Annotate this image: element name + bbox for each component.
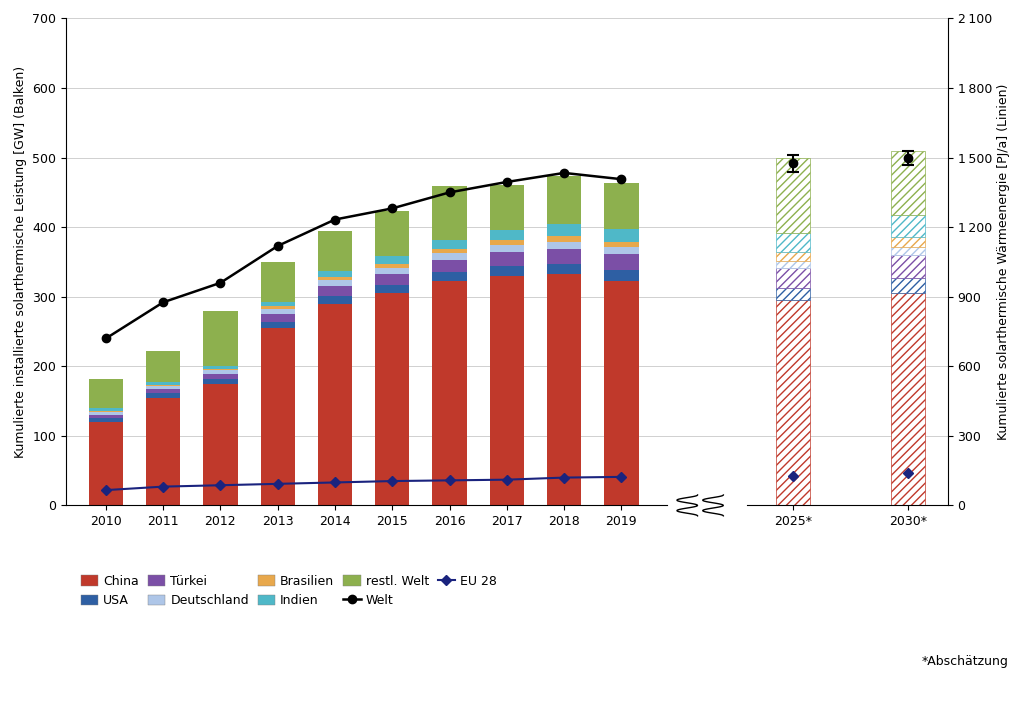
Bar xyxy=(375,264,410,268)
Bar xyxy=(146,385,180,387)
Bar xyxy=(489,230,524,240)
Bar xyxy=(89,412,123,415)
Bar xyxy=(776,232,810,252)
Bar xyxy=(604,248,639,254)
Bar xyxy=(547,264,582,274)
Bar xyxy=(891,278,925,293)
Bar xyxy=(375,293,410,505)
Bar xyxy=(317,277,352,280)
Bar xyxy=(317,286,352,296)
Bar xyxy=(375,285,410,293)
Bar xyxy=(146,397,180,505)
Bar xyxy=(547,274,582,505)
Text: *Abschätzung: *Abschätzung xyxy=(922,655,1009,668)
Bar xyxy=(375,256,410,264)
Bar xyxy=(489,240,524,245)
Bar xyxy=(891,255,925,278)
Bar xyxy=(146,393,180,397)
Bar xyxy=(203,369,238,371)
Y-axis label: Kumulierte installierte solarthermische Leistung [GW] (Balken): Kumulierte installierte solarthermische … xyxy=(13,66,27,458)
Bar xyxy=(375,274,410,285)
Bar xyxy=(776,158,810,232)
Bar xyxy=(891,293,925,505)
Bar xyxy=(89,415,123,418)
Bar xyxy=(604,230,639,242)
Bar xyxy=(317,271,352,277)
Bar xyxy=(89,422,123,505)
Bar xyxy=(891,237,925,247)
Bar xyxy=(489,276,524,505)
Bar xyxy=(489,252,524,266)
Bar xyxy=(604,242,639,248)
Bar xyxy=(489,266,524,276)
Bar xyxy=(489,245,524,252)
Bar xyxy=(776,261,810,268)
Bar xyxy=(547,249,582,264)
Bar xyxy=(432,249,467,253)
Bar xyxy=(891,151,925,214)
Bar xyxy=(260,328,295,505)
Bar xyxy=(203,366,238,369)
Bar xyxy=(146,351,180,382)
Legend: China, USA, Türkei, Deutschland, Brasilien, Indien, restl. Welt, Welt, EU 28: China, USA, Türkei, Deutschland, Brasili… xyxy=(81,575,497,607)
Bar xyxy=(776,268,810,287)
Bar xyxy=(203,374,238,379)
Bar xyxy=(375,211,410,256)
Bar xyxy=(891,247,925,255)
Bar xyxy=(317,280,352,286)
Bar xyxy=(604,270,639,282)
Bar xyxy=(604,182,639,230)
Bar xyxy=(317,296,352,303)
Bar xyxy=(203,379,238,384)
Bar xyxy=(89,411,123,412)
Bar xyxy=(146,390,180,393)
Bar xyxy=(489,185,524,230)
Bar xyxy=(776,300,810,505)
Bar xyxy=(432,186,467,240)
Bar xyxy=(260,306,295,308)
Bar xyxy=(89,418,123,422)
Bar xyxy=(547,177,582,224)
Bar xyxy=(317,232,352,271)
Bar xyxy=(432,282,467,505)
Bar xyxy=(375,268,410,274)
Bar xyxy=(203,384,238,505)
Bar xyxy=(260,321,295,328)
Bar xyxy=(604,254,639,270)
Bar xyxy=(776,252,810,261)
Y-axis label: Kumulierte solarthermische Wärmeenergie [PJ/a] (Linien): Kumulierte solarthermische Wärmeenergie … xyxy=(997,84,1011,440)
Bar xyxy=(891,214,925,237)
Bar xyxy=(146,387,180,390)
Bar xyxy=(547,236,582,242)
Bar xyxy=(89,408,123,411)
Bar xyxy=(203,371,238,374)
Bar xyxy=(776,287,810,300)
Bar xyxy=(146,382,180,385)
Bar xyxy=(432,240,467,249)
Bar xyxy=(547,242,582,249)
Bar xyxy=(260,302,295,306)
Bar xyxy=(260,314,295,321)
Bar xyxy=(260,262,295,302)
Bar xyxy=(432,260,467,272)
Bar xyxy=(260,308,295,314)
Bar xyxy=(203,311,238,366)
Bar xyxy=(432,253,467,260)
Bar xyxy=(89,379,123,408)
Bar xyxy=(317,303,352,505)
Bar xyxy=(604,282,639,505)
Bar xyxy=(547,224,582,236)
Bar xyxy=(432,272,467,282)
